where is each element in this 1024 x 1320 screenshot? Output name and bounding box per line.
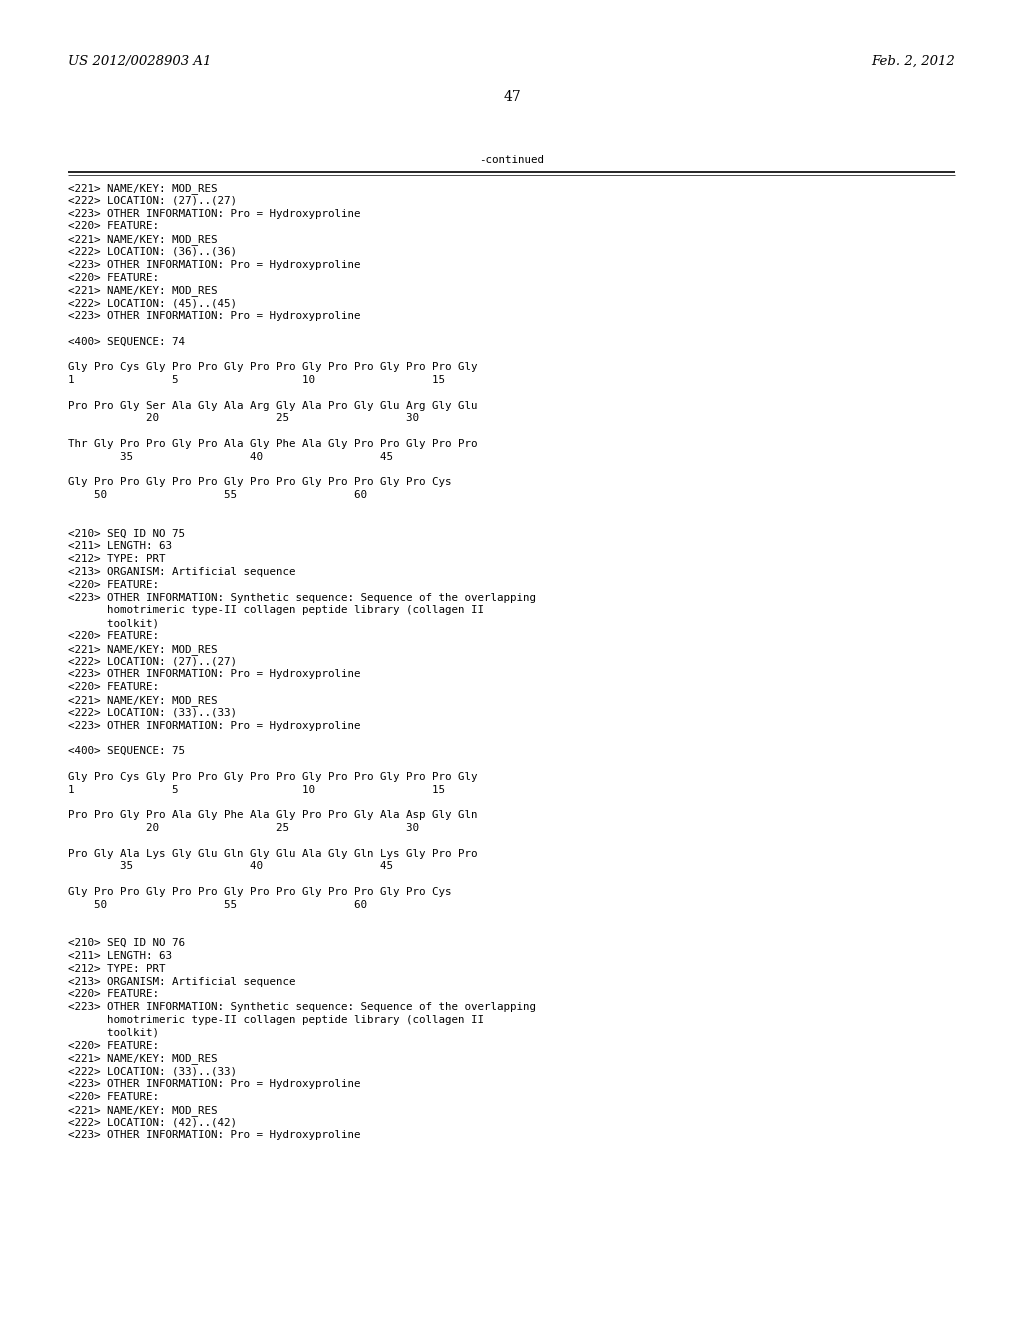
Text: <221> NAME/KEY: MOD_RES: <221> NAME/KEY: MOD_RES [68,285,217,296]
Text: <222> LOCATION: (33)..(33): <222> LOCATION: (33)..(33) [68,1067,237,1076]
Text: Pro Pro Gly Ser Ala Gly Ala Arg Gly Ala Pro Gly Glu Arg Gly Glu: Pro Pro Gly Ser Ala Gly Ala Arg Gly Ala … [68,400,477,411]
Text: Gly Pro Pro Gly Pro Pro Gly Pro Pro Gly Pro Pro Gly Pro Cys: Gly Pro Pro Gly Pro Pro Gly Pro Pro Gly … [68,887,452,898]
Text: <223> OTHER INFORMATION: Pro = Hydroxyproline: <223> OTHER INFORMATION: Pro = Hydroxypr… [68,312,360,321]
Text: <223> OTHER INFORMATION: Pro = Hydroxyproline: <223> OTHER INFORMATION: Pro = Hydroxypr… [68,1130,360,1140]
Text: <220> FEATURE:: <220> FEATURE: [68,631,159,642]
Text: <400> SEQUENCE: 75: <400> SEQUENCE: 75 [68,746,185,756]
Text: US 2012/0028903 A1: US 2012/0028903 A1 [68,55,211,69]
Text: toolkit): toolkit) [68,618,159,628]
Text: <220> FEATURE:: <220> FEATURE: [68,682,159,692]
Text: <212> TYPE: PRT: <212> TYPE: PRT [68,554,166,564]
Text: <220> FEATURE:: <220> FEATURE: [68,579,159,590]
Text: <223> OTHER INFORMATION: Pro = Hydroxyproline: <223> OTHER INFORMATION: Pro = Hydroxypr… [68,669,360,680]
Text: 50                  55                  60: 50 55 60 [68,900,367,909]
Text: <222> LOCATION: (33)..(33): <222> LOCATION: (33)..(33) [68,708,237,718]
Text: <223> OTHER INFORMATION: Pro = Hydroxyproline: <223> OTHER INFORMATION: Pro = Hydroxypr… [68,721,360,730]
Text: homotrimeric type-II collagen peptide library (collagen II: homotrimeric type-II collagen peptide li… [68,606,484,615]
Text: <221> NAME/KEY: MOD_RES: <221> NAME/KEY: MOD_RES [68,644,217,655]
Text: <222> LOCATION: (45)..(45): <222> LOCATION: (45)..(45) [68,298,237,308]
Text: <221> NAME/KEY: MOD_RES: <221> NAME/KEY: MOD_RES [68,234,217,246]
Text: Thr Gly Pro Pro Gly Pro Ala Gly Phe Ala Gly Pro Pro Gly Pro Pro: Thr Gly Pro Pro Gly Pro Ala Gly Phe Ala … [68,440,477,449]
Text: Gly Pro Cys Gly Pro Pro Gly Pro Pro Gly Pro Pro Gly Pro Pro Gly: Gly Pro Cys Gly Pro Pro Gly Pro Pro Gly … [68,362,477,372]
Text: <220> FEATURE:: <220> FEATURE: [68,273,159,282]
Text: <222> LOCATION: (27)..(27): <222> LOCATION: (27)..(27) [68,656,237,667]
Text: <212> TYPE: PRT: <212> TYPE: PRT [68,964,166,974]
Text: <221> NAME/KEY: MOD_RES: <221> NAME/KEY: MOD_RES [68,183,217,194]
Text: homotrimeric type-II collagen peptide library (collagen II: homotrimeric type-II collagen peptide li… [68,1015,484,1026]
Text: toolkit): toolkit) [68,1028,159,1038]
Text: <222> LOCATION: (27)..(27): <222> LOCATION: (27)..(27) [68,195,237,206]
Text: 35                  40                  45: 35 40 45 [68,451,393,462]
Text: <220> FEATURE:: <220> FEATURE: [68,1040,159,1051]
Text: <210> SEQ ID NO 75: <210> SEQ ID NO 75 [68,528,185,539]
Text: Gly Pro Pro Gly Pro Pro Gly Pro Pro Gly Pro Pro Gly Pro Cys: Gly Pro Pro Gly Pro Pro Gly Pro Pro Gly … [68,478,452,487]
Text: <223> OTHER INFORMATION: Synthetic sequence: Sequence of the overlapping: <223> OTHER INFORMATION: Synthetic seque… [68,1002,536,1012]
Text: <221> NAME/KEY: MOD_RES: <221> NAME/KEY: MOD_RES [68,696,217,706]
Text: <211> LENGTH: 63: <211> LENGTH: 63 [68,950,172,961]
Text: 50                  55                  60: 50 55 60 [68,490,367,500]
Text: 1               5                   10                  15: 1 5 10 15 [68,375,445,385]
Text: 47: 47 [503,90,521,104]
Text: <223> OTHER INFORMATION: Synthetic sequence: Sequence of the overlapping: <223> OTHER INFORMATION: Synthetic seque… [68,593,536,603]
Text: <220> FEATURE:: <220> FEATURE: [68,222,159,231]
Text: <213> ORGANISM: Artificial sequence: <213> ORGANISM: Artificial sequence [68,568,296,577]
Text: Pro Pro Gly Pro Ala Gly Phe Ala Gly Pro Pro Gly Ala Asp Gly Gln: Pro Pro Gly Pro Ala Gly Phe Ala Gly Pro … [68,810,477,820]
Text: Feb. 2, 2012: Feb. 2, 2012 [871,55,955,69]
Text: <223> OTHER INFORMATION: Pro = Hydroxyproline: <223> OTHER INFORMATION: Pro = Hydroxypr… [68,260,360,269]
Text: <223> OTHER INFORMATION: Pro = Hydroxyproline: <223> OTHER INFORMATION: Pro = Hydroxypr… [68,209,360,219]
Text: 20                  25                  30: 20 25 30 [68,413,419,424]
Text: <223> OTHER INFORMATION: Pro = Hydroxyproline: <223> OTHER INFORMATION: Pro = Hydroxypr… [68,1078,360,1089]
Text: <220> FEATURE:: <220> FEATURE: [68,990,159,999]
Text: <220> FEATURE:: <220> FEATURE: [68,1092,159,1102]
Text: <221> NAME/KEY: MOD_RES: <221> NAME/KEY: MOD_RES [68,1053,217,1064]
Text: Pro Gly Ala Lys Gly Glu Gln Gly Glu Ala Gly Gln Lys Gly Pro Pro: Pro Gly Ala Lys Gly Glu Gln Gly Glu Ala … [68,849,477,858]
Text: <221> NAME/KEY: MOD_RES: <221> NAME/KEY: MOD_RES [68,1105,217,1115]
Text: <211> LENGTH: 63: <211> LENGTH: 63 [68,541,172,552]
Text: 35                  40                  45: 35 40 45 [68,862,393,871]
Text: 1               5                   10                  15: 1 5 10 15 [68,784,445,795]
Text: <210> SEQ ID NO 76: <210> SEQ ID NO 76 [68,939,185,948]
Text: <213> ORGANISM: Artificial sequence: <213> ORGANISM: Artificial sequence [68,977,296,986]
Text: 20                  25                  30: 20 25 30 [68,822,419,833]
Text: <222> LOCATION: (42)..(42): <222> LOCATION: (42)..(42) [68,1118,237,1127]
Text: <400> SEQUENCE: 74: <400> SEQUENCE: 74 [68,337,185,347]
Text: -continued: -continued [479,154,545,165]
Text: Gly Pro Cys Gly Pro Pro Gly Pro Pro Gly Pro Pro Gly Pro Pro Gly: Gly Pro Cys Gly Pro Pro Gly Pro Pro Gly … [68,772,477,781]
Text: <222> LOCATION: (36)..(36): <222> LOCATION: (36)..(36) [68,247,237,257]
